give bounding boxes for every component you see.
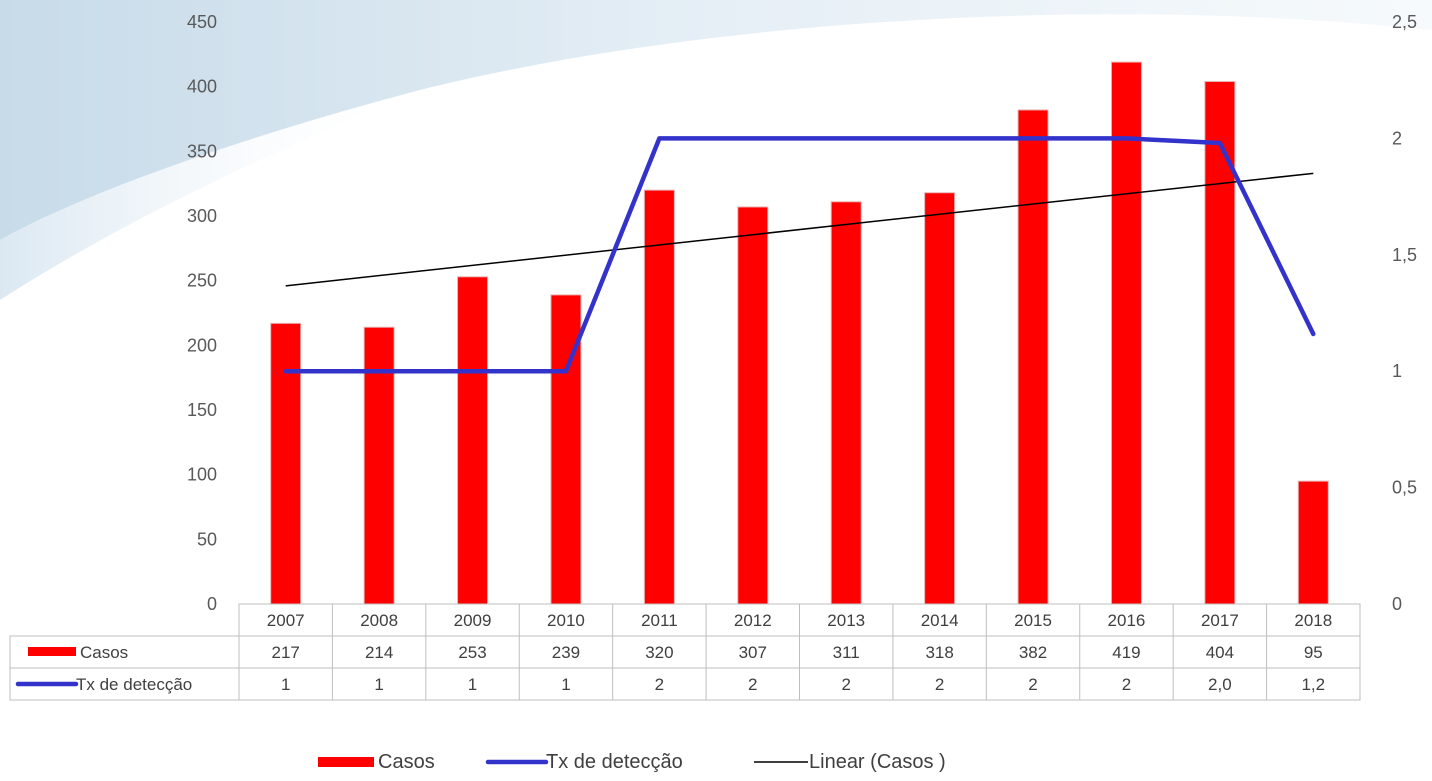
legend-label-linear: Linear (Casos ) xyxy=(809,751,946,773)
bar-casos-2011 xyxy=(643,189,675,605)
trendline-layer xyxy=(285,172,1314,287)
table-key-casos xyxy=(28,647,76,656)
legend-label-casos: Casos xyxy=(378,751,435,773)
bar-casos-2008 xyxy=(363,326,395,605)
left-tick-label: 100 xyxy=(187,465,217,485)
category-label-2012: 2012 xyxy=(734,611,772,630)
category-label-2017: 2017 xyxy=(1201,611,1239,630)
tx-value-2008: 1 xyxy=(374,675,383,694)
category-label-2015: 2015 xyxy=(1014,611,1052,630)
category-label-2011: 2011 xyxy=(641,611,678,630)
bar-casos-2012 xyxy=(737,206,769,605)
casos-bars xyxy=(270,61,1329,605)
casos-value-2018: 95 xyxy=(1304,643,1323,662)
bar-casos-2016 xyxy=(1110,61,1142,605)
left-tick-label: 450 xyxy=(187,12,217,32)
tx-value-2016: 2 xyxy=(1122,675,1131,694)
data-table: 2007 217 1 2008 214 1 2009 253 1 2010 239 1 2011 320 2… xyxy=(9,603,1361,701)
legend-key-casos xyxy=(318,757,374,767)
left-tick-label: 50 xyxy=(197,529,217,549)
legend: Casos Tx de detecção Linear (Casos ) xyxy=(318,751,946,773)
bar-casos-2013 xyxy=(830,201,862,605)
casos-value-2010: 239 xyxy=(552,643,580,662)
tx-value-2011: 2 xyxy=(655,675,664,694)
category-label-2010: 2010 xyxy=(547,611,585,630)
casos-value-2015: 382 xyxy=(1019,643,1047,662)
left-tick-label: 250 xyxy=(187,271,217,291)
category-label-2007: 2007 xyxy=(267,611,305,630)
tx-value-2013: 2 xyxy=(841,675,850,694)
casos-value-2014: 318 xyxy=(925,643,953,662)
category-label-2016: 2016 xyxy=(1108,611,1146,630)
trendline-linear-casos xyxy=(285,172,1314,287)
category-label-2013: 2013 xyxy=(827,611,865,630)
left-tick-label: 350 xyxy=(187,141,217,161)
tx-value-2017: 2,0 xyxy=(1208,675,1232,694)
tx-value-2018: 1,2 xyxy=(1301,675,1325,694)
right-tick-label: 2 xyxy=(1392,128,1402,148)
casos-value-2008: 214 xyxy=(365,643,393,662)
right-tick-label: 0 xyxy=(1392,594,1402,614)
tx-value-2007: 1 xyxy=(281,675,290,694)
tx-value-2012: 2 xyxy=(748,675,757,694)
casos-value-2011: 320 xyxy=(645,643,673,662)
line-tx-deteccao xyxy=(283,136,1316,374)
tx-line-layer xyxy=(283,136,1316,374)
category-label-2018: 2018 xyxy=(1294,611,1332,630)
casos-value-2016: 419 xyxy=(1112,643,1140,662)
left-tick-label: 400 xyxy=(187,77,217,97)
tx-value-2010: 1 xyxy=(561,675,570,694)
right-tick-label: 1 xyxy=(1392,361,1402,381)
casos-value-2012: 307 xyxy=(739,643,767,662)
bar-casos-2018 xyxy=(1297,480,1329,605)
tx-value-2014: 2 xyxy=(935,675,944,694)
tx-value-2009: 1 xyxy=(468,675,477,694)
bar-casos-2009 xyxy=(457,276,489,605)
bar-casos-2014 xyxy=(924,192,956,605)
right-tick-label: 2,5 xyxy=(1392,12,1417,32)
left-tick-label: 150 xyxy=(187,400,217,420)
casos-value-2007: 217 xyxy=(272,643,300,662)
category-label-2008: 2008 xyxy=(360,611,398,630)
category-label-2009: 2009 xyxy=(454,611,492,630)
right-tick-label: 1,5 xyxy=(1392,245,1417,265)
casos-value-2013: 311 xyxy=(833,643,860,662)
left-axis-ticks: 0 50 100 150 200 250 300 350 400 450 xyxy=(187,12,217,614)
right-axis-ticks: 0 0,5 1 1,5 2 2,5 xyxy=(1392,12,1417,614)
casos-value-2017: 404 xyxy=(1206,643,1234,662)
category-label-2014: 2014 xyxy=(921,611,959,630)
left-tick-label: 200 xyxy=(187,335,217,355)
table-row-tx xyxy=(9,667,1361,701)
table-label-tx: Tx de detecção xyxy=(76,675,192,694)
left-tick-label: 0 xyxy=(207,594,217,614)
bar-casos-2015 xyxy=(1017,109,1049,605)
tx-value-2015: 2 xyxy=(1028,675,1037,694)
table-row-casos xyxy=(9,635,1361,669)
casos-value-2009: 253 xyxy=(458,643,486,662)
right-tick-label: 0,5 xyxy=(1392,478,1417,498)
legend-label-tx: Tx de detecção xyxy=(546,751,683,773)
left-tick-label: 300 xyxy=(187,206,217,226)
bar-casos-2007 xyxy=(270,322,302,605)
table-label-casos: Casos xyxy=(80,643,128,662)
